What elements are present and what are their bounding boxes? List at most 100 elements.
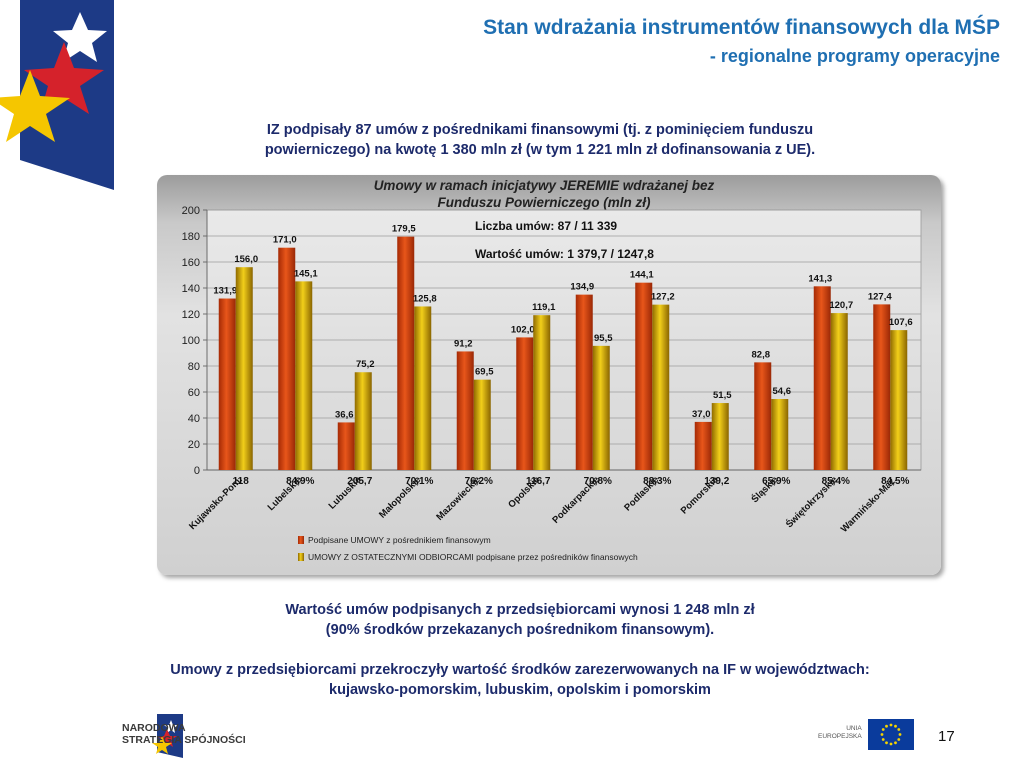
bar-series2-6 xyxy=(592,345,610,470)
data-label-series1-11: 127,4 xyxy=(868,291,892,302)
chart-frame: Umowy w ramach inicjatywy JEREMIE wdraża… xyxy=(157,175,941,575)
data-label-series1-9: 82,8 xyxy=(752,349,771,360)
eu-funds-logo-strip xyxy=(0,0,118,192)
chart-title-line2: Funduszu Powierniczego (mln zł) xyxy=(437,195,651,210)
bar-series1-6 xyxy=(575,294,593,470)
x-category-label-4: Mazowieckie xyxy=(434,474,482,522)
regions-note: Umowy z przedsiębiorcami przekroczyły wa… xyxy=(70,660,970,700)
nss-line1: NARODOWA xyxy=(122,722,186,734)
data-label-series1-8: 37,0 xyxy=(692,409,711,420)
percent-label-0: 118 xyxy=(233,476,250,487)
y-tick-label: 160 xyxy=(182,257,200,269)
slide-title: Stan wdrażania instrumentów finansowych … xyxy=(483,14,1000,70)
eu-flag-icon xyxy=(868,719,914,750)
legend-label-1: Podpisane UMOWY z pośrednikiem finansowy… xyxy=(308,535,491,545)
chart-title-line1: Umowy w ramach inicjatywy JEREMIE wdraża… xyxy=(374,178,715,193)
x-category-label-8: Pomorskie xyxy=(679,474,721,516)
percent-label-11: 84,5% xyxy=(881,476,909,487)
x-category-label-6: Podkarpackie xyxy=(550,474,601,525)
bar-series1-7 xyxy=(635,282,653,470)
x-category-label-3: Małopolskie xyxy=(377,474,423,520)
data-label-series2-8: 51,5 xyxy=(713,390,732,401)
y-tick-label: 100 xyxy=(182,335,200,347)
percent-label-5: 116,7 xyxy=(526,476,551,487)
bar-series2-2 xyxy=(354,372,372,470)
data-label-series1-5: 102,0 xyxy=(511,324,535,335)
data-label-series1-4: 91,2 xyxy=(454,338,473,349)
bar-series1-1 xyxy=(278,247,296,470)
bar-series2-11 xyxy=(890,330,908,470)
data-label-series2-2: 75,2 xyxy=(356,359,375,370)
percent-label-7: 88,3% xyxy=(643,476,671,487)
bar-series2-10 xyxy=(830,313,848,470)
y-tick-label: 140 xyxy=(182,283,200,295)
data-label-series2-10: 120,7 xyxy=(829,300,853,311)
data-label-series2-5: 119,1 xyxy=(532,302,556,313)
percent-label-8: 139,2 xyxy=(704,476,729,487)
x-category-label-10: Świętokrzyskie xyxy=(783,474,840,531)
bar-series1-10 xyxy=(813,286,831,470)
x-category-label-1: Lubelskie xyxy=(266,474,305,513)
percent-label-2: 205,7 xyxy=(347,476,372,487)
data-label-series1-6: 134,9 xyxy=(570,282,594,293)
legend-label-2: UMOWY Z OSTATECZNYMI ODBIORCAMI podpisan… xyxy=(308,552,638,562)
bar-series1-5 xyxy=(516,337,534,470)
y-tick-label: 120 xyxy=(182,309,200,321)
eu-line1: UNIA xyxy=(846,725,862,732)
legend-swatch-1 xyxy=(298,536,304,544)
data-label-series2-1: 145,1 xyxy=(294,268,318,279)
eu-wordmark: UNIA EUROPEJSKA xyxy=(818,725,862,741)
bar-series2-3 xyxy=(414,306,432,470)
bar-series1-2 xyxy=(337,422,355,470)
data-label-series1-10: 141,3 xyxy=(808,273,832,284)
data-label-series2-3: 125,8 xyxy=(413,293,437,304)
bar-series2-5 xyxy=(533,315,551,470)
data-label-series1-3: 179,5 xyxy=(392,224,416,235)
percent-label-10: 85,4% xyxy=(822,476,850,487)
eu-line2: EUROPEJSKA xyxy=(818,733,862,740)
intro-line2: powierniczego) na kwotę 1 380 mln zł (w … xyxy=(264,142,816,158)
y-tick-label: 0 xyxy=(194,465,200,477)
data-label-series2-11: 107,6 xyxy=(889,317,913,328)
x-category-label-7: Podlaskie xyxy=(622,474,661,513)
y-tick-label: 180 xyxy=(182,231,200,243)
x-category-label-5: Opolskie xyxy=(506,474,542,510)
data-label-series2-0: 156,0 xyxy=(234,254,258,265)
percent-label-3: 70,1% xyxy=(405,476,433,487)
bar-series2-8 xyxy=(711,403,729,470)
data-label-series2-4: 69,5 xyxy=(475,367,494,378)
bar-series1-9 xyxy=(754,362,772,470)
nss-logo-icon xyxy=(152,714,183,758)
bar-series1-8 xyxy=(694,421,712,470)
percent-label-4: 76,2% xyxy=(465,476,493,487)
bar-series2-7 xyxy=(652,304,670,470)
y-tick-label: 80 xyxy=(188,361,200,373)
regions-line2: kujawsko-pomorskim, lubuskim, opolskim i… xyxy=(329,682,711,698)
intro-text: IZ podpisały 87 umów z pośrednikami fina… xyxy=(180,120,900,160)
summary-note: Wartość umów podpisanych z przedsiębiorc… xyxy=(180,600,860,640)
page-number: 17 xyxy=(938,728,955,745)
bar-series1-0 xyxy=(218,298,236,470)
y-tick-label: 200 xyxy=(182,205,200,217)
percent-label-1: 84,9% xyxy=(286,476,314,487)
annotation-value: Wartość umów: 1 379,7 / 1247,8 xyxy=(475,247,654,261)
bar-series1-3 xyxy=(397,236,415,470)
slide-subtitle: - regionalne programy operacyjne xyxy=(709,46,1000,66)
x-category-label-2: Lubuskie xyxy=(327,474,364,511)
percent-label-6: 70,8% xyxy=(584,476,612,487)
bar-series2-1 xyxy=(295,281,313,470)
nss-wordmark: NARODOWA STRATEGIA SPÓJNOŚCI xyxy=(122,722,246,746)
bar-series2-9 xyxy=(771,399,789,470)
bar-chart: Umowy w ramach inicjatywy JEREMIE wdraża… xyxy=(182,178,922,562)
bar-series1-11 xyxy=(873,304,891,470)
data-label-series1-7: 144,1 xyxy=(630,270,654,281)
y-tick-label: 60 xyxy=(188,387,200,399)
y-tick-label: 40 xyxy=(188,413,200,425)
bar-series2-4 xyxy=(473,379,491,470)
bar-series1-4 xyxy=(456,351,474,470)
data-label-series2-6: 95,5 xyxy=(594,333,613,344)
nss-line2: STRATEGIA SPÓJNOŚCI xyxy=(122,734,246,746)
y-tick-label: 20 xyxy=(188,439,200,451)
slide-title-line1: Stan wdrażania instrumentów finansowych … xyxy=(483,16,1000,39)
summary-line2: (90% środków przekazanych pośrednikom fi… xyxy=(325,622,715,638)
